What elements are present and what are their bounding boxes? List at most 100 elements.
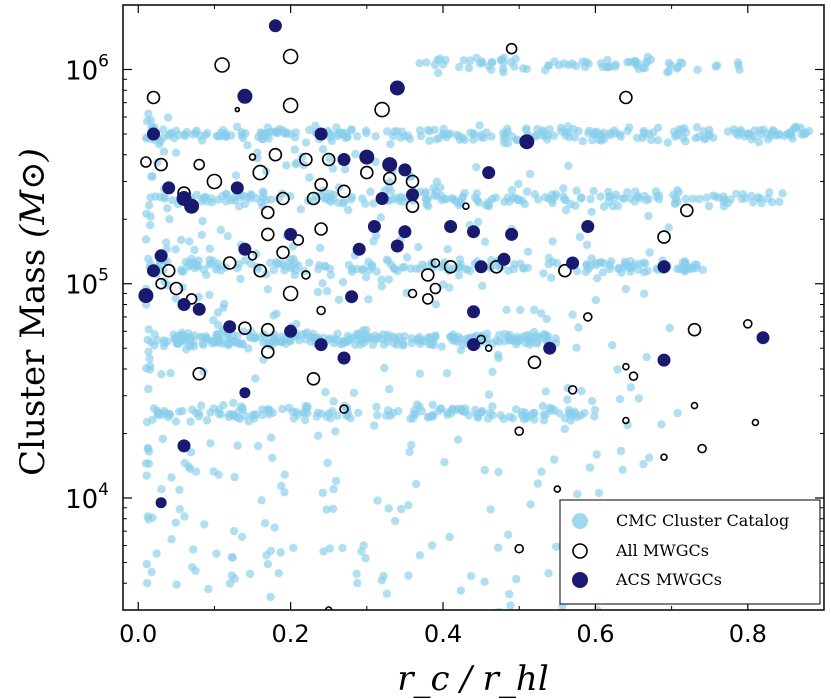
cmc-point [392,340,402,350]
mwgc-point [420,268,435,282]
mwgc-point [276,245,290,260]
cmc-point [491,193,500,202]
cmc-point [389,132,398,141]
mwgc-point [558,263,572,278]
mwgc-point [505,42,518,55]
y-tick-label: 105 [65,266,109,301]
mwgc-point [421,293,434,305]
cmc-point [340,401,349,411]
cmc-point [209,315,218,325]
legend: CMC Cluster Catalog All MWGCs ACS MWGCs [559,499,821,605]
mwgc-point [260,205,275,220]
mwgc-point [430,258,441,268]
acs-point [444,220,458,233]
acs-point [482,166,496,180]
acs-point [345,290,359,304]
acs-point [519,134,535,150]
cmc-point [276,548,285,557]
cmc-point [576,194,586,203]
cmc-point [665,323,674,333]
mwgc-point [306,371,321,386]
cmc-point [563,395,572,404]
cmc-point [260,519,270,528]
cmc-point [305,173,314,182]
cmc-point [176,235,186,245]
acs-point [390,239,404,253]
cmc-point [328,504,338,514]
cmc-point [573,490,582,499]
cmc-point [628,262,637,271]
cmc-point [505,589,514,599]
cmc-point [278,404,287,414]
cmc-point [488,402,497,411]
cmc-point [442,195,451,204]
cmc-point [413,334,423,343]
cmc-point [351,149,360,159]
mwgc-point [553,485,562,493]
mwgc-point [161,263,176,278]
cmc-point [523,413,532,423]
cmc-point [186,417,195,426]
cmc-point [409,410,418,419]
cmc-point [548,237,557,246]
mwgc-point [687,322,702,337]
x-tick-label: 0.8 [729,620,767,648]
cmc-point [428,400,437,409]
cmc-point [300,415,310,425]
cmc-point [214,409,224,418]
mwgc-point [282,48,299,65]
mwgc-point [405,174,420,189]
cmc-point [431,332,440,341]
cmc-point [605,131,615,140]
cmc-point [775,197,784,206]
cmc-point [547,404,556,413]
cmc-point [306,337,315,346]
mwgc-point [253,263,268,278]
y-axis-label: Cluster Mass (M⊙) [13,148,53,476]
cmc-point [214,195,223,204]
cmc-point [313,408,322,417]
mwgc-point [252,164,269,181]
cmc-point [700,134,710,144]
cmc-point [594,488,604,498]
acs-point [657,260,671,274]
cmc-point [163,204,172,213]
cmc-point [557,613,565,621]
cmc-point [693,65,702,75]
cmc-point [421,187,430,197]
cmc-point [503,193,512,202]
cmc-point [174,407,184,416]
acs-point [177,298,191,311]
cmc-point [767,128,777,137]
mwgc-point [222,256,237,270]
cmc-point [145,354,154,363]
cmc-point [213,308,223,317]
acs-point [284,227,298,241]
cmc-point [671,199,680,209]
cmc-point [359,541,368,550]
cmc-point [673,264,682,273]
cmc-point [197,230,206,239]
cmc-point [274,336,283,346]
cmc-point [331,476,341,486]
cmc-point [561,205,571,215]
acs-point [154,249,168,263]
mwgc-point [154,157,168,172]
cmc-point [541,387,550,396]
cmc-point [282,128,291,137]
acs-point [566,256,580,270]
cmc-point [152,549,161,558]
acs-point [337,153,351,166]
cmc-point [647,135,656,145]
cmc-point [280,266,289,275]
cmc-point [560,424,569,434]
cmc-point [705,125,714,135]
cmc-point [274,569,283,578]
cmc-point [508,414,518,423]
cmc-point [245,333,254,342]
cmc-point [343,132,352,141]
acs-point [375,192,389,205]
mwgc-point [316,305,326,316]
all-mwgc-points-layer [140,42,760,610]
cmc-point [591,296,600,305]
